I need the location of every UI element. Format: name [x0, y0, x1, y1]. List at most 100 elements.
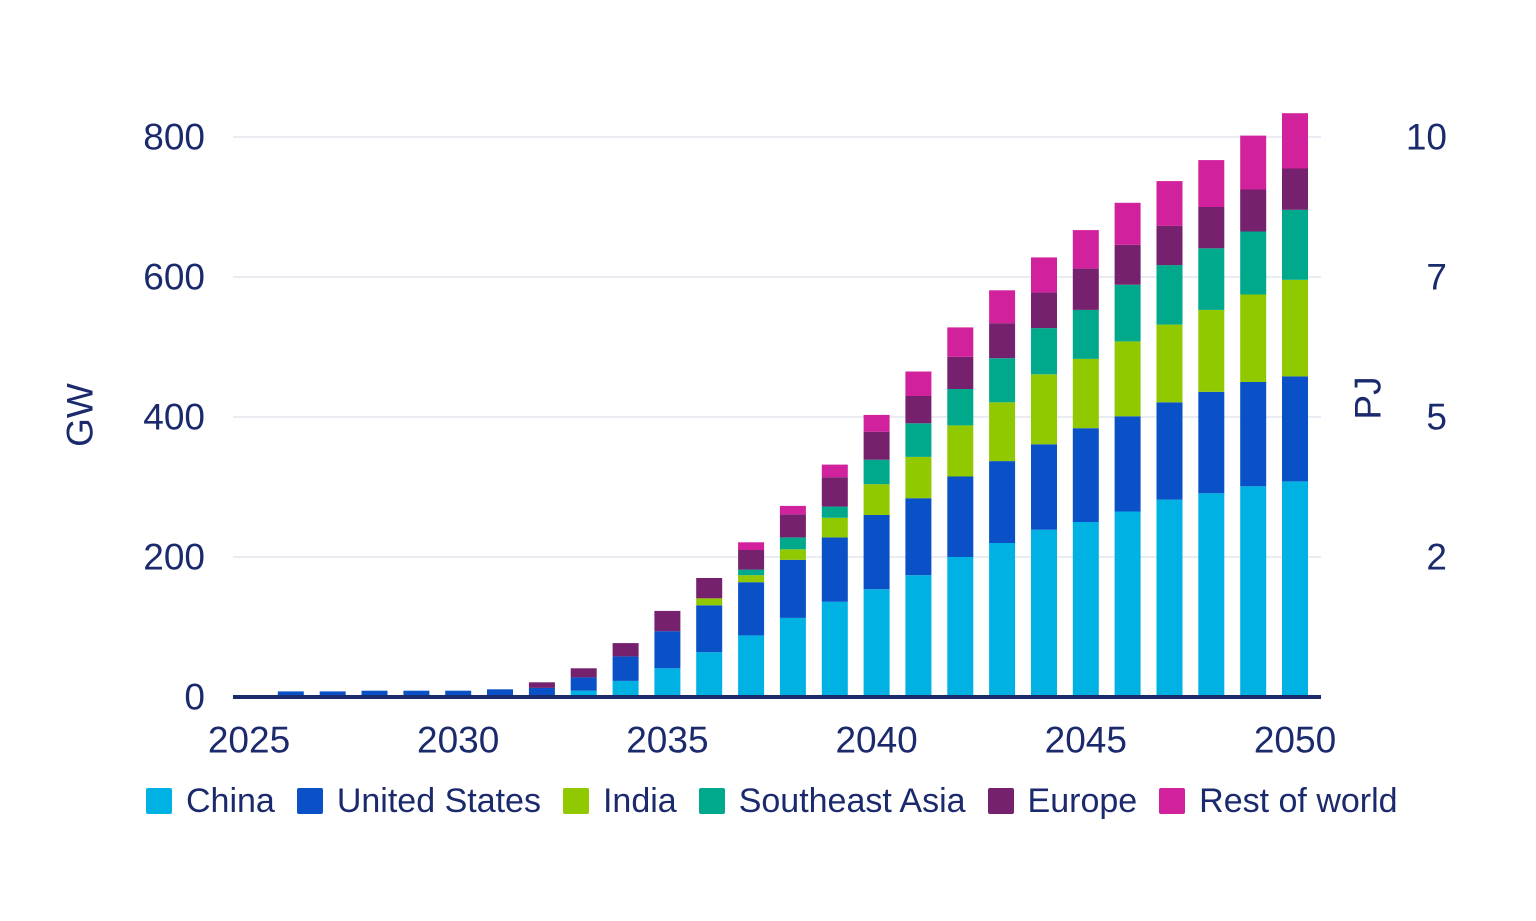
- y-left-tick-200: 200: [143, 537, 205, 578]
- bar-segment-2046-china: [1114, 511, 1141, 697]
- bar-segment-2046-southeast-asia: [1114, 284, 1141, 342]
- bar-segment-2040-india: [863, 484, 890, 515]
- legend-label-rest-of-world: Rest of world: [1199, 782, 1398, 820]
- bar-segment-2037-southeast-asia: [738, 569, 765, 576]
- bar-segment-2040-united-states: [863, 515, 890, 590]
- bar-segment-2042-india: [947, 425, 974, 477]
- bar-segment-2050-china: [1282, 481, 1308, 697]
- bar-segment-2044-rest-of-world: [1031, 257, 1057, 293]
- legend-swatch-southeast-asia: [698, 788, 725, 814]
- x-tick-2025: 2025: [208, 720, 290, 761]
- legend-label-europe: Europe: [1027, 782, 1138, 820]
- bar-segment-2047-rest-of-world: [1156, 181, 1183, 226]
- bar-segment-2035-china: [654, 668, 681, 697]
- x-tick-2045: 2045: [1045, 720, 1127, 761]
- bar-segment-2043-europe: [989, 323, 1016, 359]
- bar-segment-2047-europe: [1156, 225, 1183, 266]
- bar-segment-2040-southeast-asia: [863, 459, 890, 485]
- legend-label-united-states: United States: [336, 782, 541, 820]
- bar-segment-2039-europe: [821, 477, 848, 507]
- chart-legend: China United States India Southeast Asia Eur…: [146, 784, 1398, 818]
- bar-segment-2038-united-states: [779, 559, 806, 618]
- bar-segment-2038-china: [779, 617, 806, 697]
- bar-segment-2026-united-states: [277, 691, 304, 697]
- bar-segment-2038-india: [779, 549, 806, 560]
- bar-segment-2044-europe: [1031, 292, 1057, 329]
- bar-segment-2046-india: [1114, 341, 1141, 417]
- bar-segment-2047-united-states: [1156, 402, 1183, 500]
- bar-segment-2049-rest-of-world: [1240, 135, 1267, 190]
- bar-segment-2049-china: [1240, 486, 1267, 697]
- bar-segment-2038-southeast-asia: [779, 537, 806, 550]
- legend-label-india: India: [602, 782, 677, 820]
- y-right-tick-10: 10: [1406, 117, 1447, 158]
- bar-segment-2049-india: [1240, 294, 1267, 382]
- bar-segment-2040-china: [863, 589, 890, 697]
- bar-segment-2050-rest-of-world: [1282, 113, 1308, 169]
- bar-segment-2050-europe: [1282, 168, 1308, 210]
- bar-segment-2047-southeast-asia: [1156, 265, 1183, 325]
- bar-segment-2036-india: [696, 598, 723, 606]
- bar-segment-2048-southeast-asia: [1198, 248, 1225, 310]
- bar-segment-2046-united-states: [1114, 416, 1141, 512]
- bar-segment-2033-europe: [570, 668, 597, 678]
- legend-item-india: India: [562, 782, 677, 820]
- legend-swatch-rest-of-world: [1159, 788, 1186, 814]
- bar-segment-2038-rest-of-world: [779, 505, 806, 515]
- bar-segment-2036-united-states: [696, 605, 723, 653]
- bar-segment-2039-china: [821, 601, 848, 697]
- bar-segment-2041-united-states: [905, 498, 932, 576]
- y-left-tick-800: 800: [143, 117, 205, 158]
- bar-segment-2048-united-states: [1198, 391, 1225, 494]
- bar-segment-2040-rest-of-world: [863, 414, 890, 432]
- bar-segment-2047-china: [1156, 499, 1183, 697]
- bar-segment-2046-europe: [1114, 244, 1141, 285]
- bar-segment-2034-united-states: [612, 656, 639, 681]
- bar-segment-2039-united-states: [821, 537, 848, 602]
- bar-segment-2041-europe: [905, 396, 932, 424]
- y-right-tick-2: 2: [1426, 537, 1447, 578]
- bar-segment-2043-united-states: [989, 461, 1016, 543]
- legend-label-southeast-asia: Southeast Asia: [738, 782, 966, 820]
- x-tick-2040: 2040: [835, 720, 917, 761]
- bar-segment-2044-united-states: [1031, 444, 1057, 530]
- bar-segment-2032-united-states: [528, 687, 555, 696]
- legend-item-china: China: [146, 784, 275, 818]
- bar-segment-2036-europe: [696, 578, 723, 599]
- bar-segment-2039-rest-of-world: [821, 464, 848, 478]
- legend-swatch-europe: [987, 788, 1014, 814]
- bar-segment-2035-united-states: [654, 631, 681, 669]
- bar-segment-2037-china: [738, 635, 765, 697]
- bar-segment-2027-united-states: [319, 691, 346, 697]
- bar-segment-2049-europe: [1240, 189, 1267, 232]
- bar-segment-2035-europe: [654, 610, 681, 632]
- bar-segment-2045-southeast-asia: [1072, 309, 1099, 359]
- bar-segment-2043-china: [989, 543, 1016, 697]
- bar-segment-2030-united-states: [445, 690, 472, 697]
- bar-segment-2050-india: [1282, 279, 1308, 377]
- bar-segment-2050-united-states: [1282, 376, 1308, 482]
- bar-segment-2041-southeast-asia: [905, 423, 932, 457]
- bar-segment-2032-europe: [528, 682, 555, 688]
- bar-segment-2031-united-states: [487, 689, 513, 697]
- bar-segment-2042-united-states: [947, 476, 974, 557]
- legend-item-europe: Europe: [987, 782, 1138, 820]
- bar-segment-2034-europe: [612, 643, 639, 657]
- bar-segment-2042-europe: [947, 356, 974, 389]
- x-axis-baseline: [233, 695, 1321, 699]
- bar-segment-2045-rest-of-world: [1072, 230, 1099, 269]
- bar-segment-2041-india: [905, 456, 932, 499]
- bar-segment-2044-southeast-asia: [1031, 328, 1057, 375]
- y-right-tick-7: 7: [1426, 257, 1447, 298]
- y-right-axis-title: PJ: [1348, 376, 1389, 419]
- legend-swatch-india: [562, 788, 589, 814]
- bar-segment-2044-india: [1031, 374, 1057, 445]
- bar-segment-2049-united-states: [1240, 382, 1267, 487]
- bar-segment-2041-rest-of-world: [905, 371, 932, 396]
- legend-item-southeast-asia: Southeast Asia: [698, 782, 966, 820]
- bar-segment-2036-china: [696, 652, 723, 697]
- bar-segment-2038-europe: [779, 514, 806, 538]
- bar-segment-2039-southeast-asia: [821, 506, 848, 518]
